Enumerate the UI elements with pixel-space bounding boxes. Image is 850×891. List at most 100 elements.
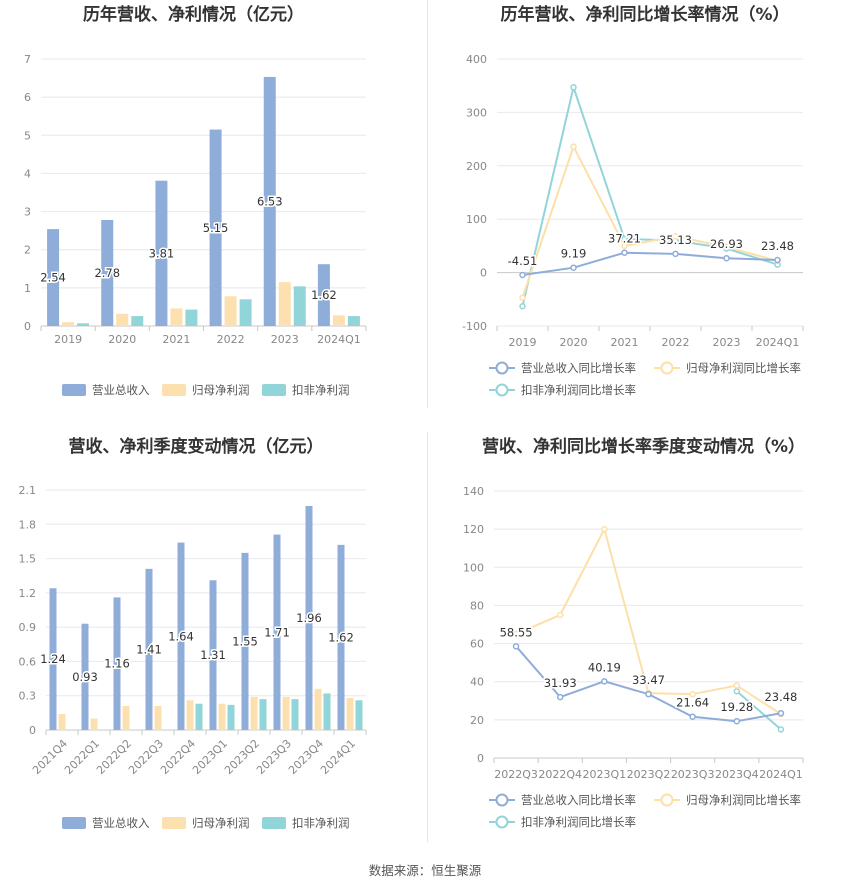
legend-label: 扣非净利润 (292, 816, 350, 830)
bar-1 (218, 703, 226, 730)
data-label: 1.96 (296, 611, 322, 625)
legend-label: 扣非净利润 (292, 383, 350, 397)
y-tick-label: 0 (29, 724, 36, 737)
y-tick-label: -100 (462, 320, 487, 333)
data-source: 数据来源：恒生聚源 (368, 863, 482, 878)
annual-growth-chart: 历年营收、净利同比增长率情况（%） -100 0 100 200 300 400 2019 20… (425, 0, 850, 415)
bar-1 (122, 706, 130, 730)
series-point-0 (777, 709, 785, 717)
data-label: 2.54 (40, 271, 66, 285)
bar-0 (263, 76, 276, 326)
bar-0 (273, 534, 281, 730)
series-point-1 (512, 630, 520, 638)
bar-2 (293, 286, 306, 326)
legend-swatch (162, 817, 186, 829)
x-tick-label: 2021 (611, 336, 639, 349)
bar-2 (291, 699, 299, 730)
legend-label: 归母净利润 (192, 383, 250, 397)
data-label: 31.93 (544, 676, 577, 690)
series-point-2 (519, 302, 526, 310)
data-label: 19.28 (720, 700, 753, 714)
y-tick-label: 20 (470, 714, 484, 727)
series-point-0 (556, 693, 564, 701)
bar-0 (145, 568, 153, 730)
bar-2 (355, 700, 363, 730)
y-tick-label: 1.2 (19, 587, 37, 600)
data-label: 23.48 (764, 690, 797, 704)
data-label: 2.78 (94, 266, 120, 280)
x-tick-label: 2024Q1 (318, 737, 358, 777)
legend-marker (495, 361, 509, 375)
bar-1 (314, 688, 322, 730)
x-tick-label: 2020 (108, 333, 136, 346)
bar-0 (177, 542, 185, 730)
bar-1 (186, 700, 194, 730)
data-label: 1.31 (200, 648, 226, 662)
y-tick-label: 100 (463, 561, 484, 574)
x-tick-label: 2022 (217, 333, 245, 346)
bar-0 (209, 580, 217, 730)
data-label: 5.15 (203, 221, 229, 235)
bar-2 (77, 323, 90, 326)
series-line-1 (521, 144, 778, 299)
bar-1 (170, 308, 183, 326)
legend-label: 营业总收入同比增长率 (521, 793, 636, 807)
series-point-0 (689, 713, 696, 720)
data-label: 1.41 (136, 642, 162, 656)
y-tick-label: 0.6 (19, 655, 37, 668)
series-point-0 (601, 678, 608, 685)
data-label: 6.53 (257, 194, 283, 208)
bar-1 (58, 714, 66, 730)
x-tick-label: 2023 (713, 336, 741, 349)
series-point-1 (723, 243, 730, 251)
x-tick-label: 2023Q4 (715, 768, 759, 781)
bar-0 (337, 544, 345, 730)
y-tick-label: 40 (470, 676, 484, 689)
bar-0 (49, 588, 57, 730)
y-tick-label: 4 (24, 167, 31, 180)
y-tick-label: 5 (24, 129, 31, 142)
series-point-1 (733, 682, 741, 689)
series-point-1 (672, 233, 679, 240)
bar-0 (209, 129, 222, 326)
bar-2 (347, 316, 360, 326)
quarterly-growth-chart: 营收、净利同比增长率季度变动情况（%） 0 20 40 60 80 100 120 140 202… (425, 425, 850, 850)
bar-1 (154, 706, 162, 730)
bar-0 (101, 219, 114, 326)
x-tick-label: 2020 (560, 336, 588, 349)
series-point-0 (733, 717, 741, 725)
x-tick-label: 2021 (162, 333, 190, 346)
data-label: 3.81 (149, 246, 175, 260)
legend-marker (495, 793, 509, 807)
series-line-2 (521, 83, 778, 307)
series-point-1 (570, 143, 577, 150)
legend-label: 营业总收入同比增长率 (521, 361, 636, 375)
data-label: -4.51 (508, 254, 538, 268)
x-tick-label: 2022Q3 (494, 768, 538, 781)
data-label: 1.55 (232, 634, 258, 648)
series-point-1 (689, 690, 696, 698)
series-point-0 (645, 690, 652, 698)
chart-title: 营收、净利季度变动情况（亿元） (69, 436, 324, 457)
data-label: 40.19 (588, 660, 621, 674)
series-point-0 (512, 643, 520, 650)
data-label: 1.64 (168, 629, 194, 643)
data-label: 21.64 (676, 696, 709, 710)
y-tick-label: 60 (470, 638, 484, 651)
bar-1 (62, 322, 75, 326)
y-tick-label: 2.1 (19, 484, 37, 497)
annual-amount-chart-svg: 历年营收、净利情况（亿元） 0 1 2 3 4 5 6 7 2019 2020 2021 2022 202… (24, 4, 367, 397)
legend-swatch (262, 817, 286, 829)
series-point-1 (519, 294, 526, 301)
bar-1 (282, 696, 290, 730)
x-tick-label: 2023Q3 (671, 768, 715, 781)
bar-2 (131, 316, 144, 326)
quarterly-amount-chart-svg: 营收、净利季度变动情况（亿元） 0 0.3 0.6 0.9 1.2 1.5 1.8 2.1 202… (19, 436, 367, 830)
bar-2 (323, 693, 331, 730)
legend-swatch (262, 384, 286, 396)
series-point-1 (556, 611, 564, 619)
quarterly-amount-chart: 营收、净利季度变动情况（亿元） 0 0.3 0.6 0.9 1.2 1.5 1.8 2.1 202… (0, 425, 425, 850)
bar-2 (195, 703, 203, 730)
y-tick-label: 400 (466, 53, 487, 66)
series-point-0 (519, 271, 526, 279)
